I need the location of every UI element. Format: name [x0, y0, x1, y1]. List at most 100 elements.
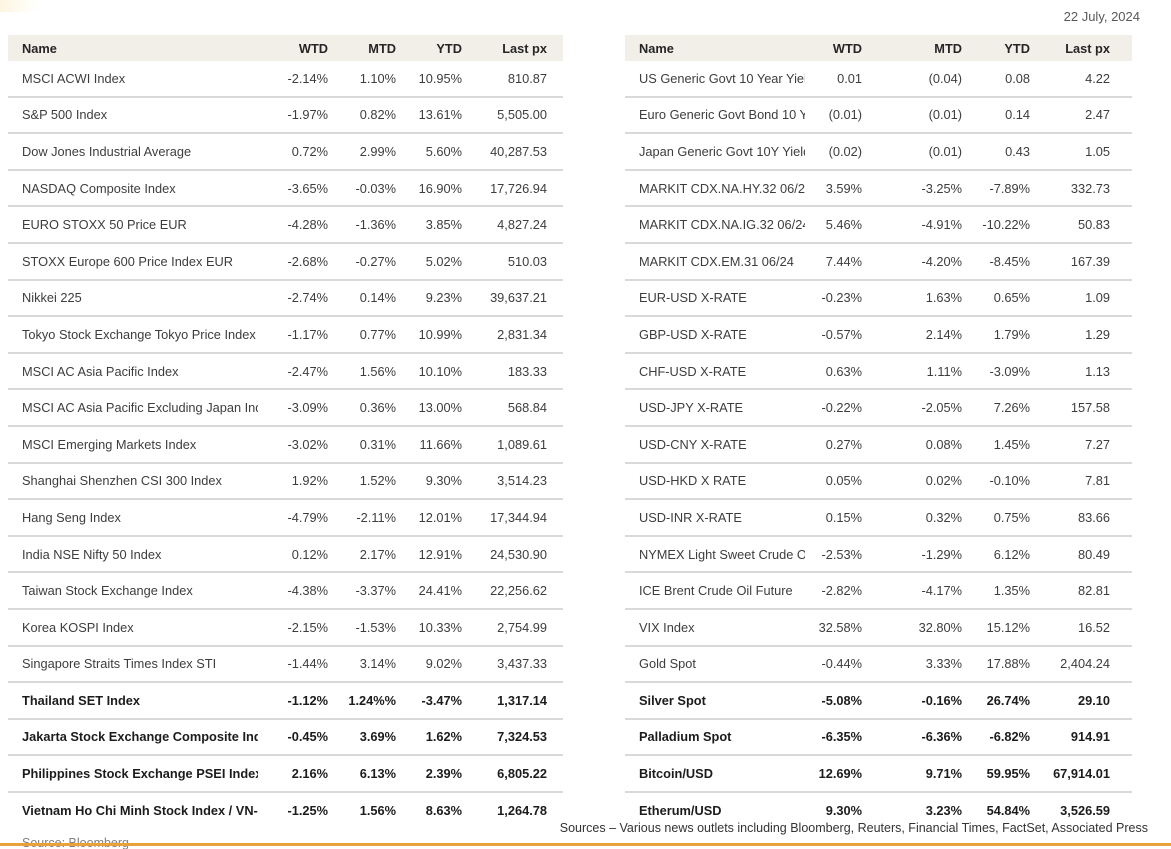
cell-last-px: 332.73 [1030, 169, 1132, 208]
cell-mtd: -2.11% [328, 499, 396, 537]
cell-last-px: 7.81 [1030, 462, 1132, 501]
cell-wtd: 12.69% [805, 755, 862, 793]
table-row: MSCI AC Asia Pacific Index -2.47% 1.56% … [8, 352, 563, 391]
cell-wtd: -2.82% [805, 572, 862, 610]
table-row: MSCI AC Asia Pacific Excluding Japan Ind… [8, 389, 563, 427]
cell-mtd: -0.27% [328, 242, 396, 281]
cell-mtd: 1.24%% [328, 682, 396, 720]
cell-mtd: 6.13% [328, 755, 396, 793]
cell-last-px: 29.10 [1030, 682, 1132, 720]
cell-name: Euro Generic Govt Bond 10 Year [625, 96, 805, 135]
table-row: Thailand SET Index -1.12% 1.24%% -3.47% … [8, 682, 563, 720]
table-row: NASDAQ Composite Index -3.65% -0.03% 16.… [8, 169, 563, 208]
cell-mtd: 2.14% [862, 316, 962, 354]
cell-name: US Generic Govt 10 Year Yield [625, 61, 805, 98]
cell-name: Tokyo Stock Exchange Tokyo Price Index T… [8, 316, 258, 354]
cell-name: Hang Seng Index [8, 499, 258, 537]
bottom-accent-bar [0, 843, 1171, 846]
table-row: MARKIT CDX.NA.HY.32 06/24 3.59% -3.25% -… [625, 169, 1132, 208]
cell-mtd: -4.17% [862, 572, 962, 610]
cell-mtd: -4.20% [862, 242, 962, 281]
cell-last-px: 1.09 [1030, 279, 1132, 318]
cell-wtd: 0.12% [258, 535, 328, 574]
col-header-name: Name [625, 35, 805, 61]
table-row: Singapore Straits Times Index STI -1.44%… [8, 645, 563, 684]
table-row: Jakarta Stock Exchange Composite Index -… [8, 718, 563, 757]
cell-ytd: 16.90% [396, 169, 462, 208]
cell-mtd: (0.01) [862, 133, 962, 171]
cell-ytd: 3.85% [396, 206, 462, 244]
rates-fx-commodities-panel: Name WTD MTD YTD Last px US Generic Govt… [625, 35, 1132, 827]
cell-ytd: 9.02% [396, 645, 462, 684]
equity-indices-table: Name WTD MTD YTD Last px MSCI ACWI Index… [8, 35, 563, 827]
cell-ytd: 10.10% [396, 352, 462, 391]
table-row: VIX Index 32.58% 32.80% 15.12% 16.52 [625, 608, 1132, 647]
cell-wtd: -0.57% [805, 316, 862, 354]
footer-sources-note: Sources – Various news outlets including… [559, 821, 1148, 835]
cell-ytd: 24.41% [396, 572, 462, 610]
cell-ytd: 17.88% [962, 645, 1030, 684]
cell-mtd: 3.69% [328, 718, 396, 757]
cell-last-px: 4,827.24 [462, 206, 563, 244]
cell-ytd: 15.12% [962, 608, 1030, 647]
cell-mtd: 0.77% [328, 316, 396, 354]
table-row: S&P 500 Index -1.97% 0.82% 13.61% 5,505.… [8, 96, 563, 135]
col-header-last-px: Last px [462, 35, 563, 61]
table-row: MSCI Emerging Markets Index -3.02% 0.31%… [8, 425, 563, 464]
cell-wtd: -1.17% [258, 316, 328, 354]
cell-name: Singapore Straits Times Index STI [8, 645, 258, 684]
col-header-ytd: YTD [962, 35, 1030, 61]
cell-mtd: 32.80% [862, 608, 962, 647]
cell-last-px: 1.13 [1030, 352, 1132, 391]
cell-name: Gold Spot [625, 645, 805, 684]
cell-last-px: 2.47 [1030, 96, 1132, 135]
col-header-wtd: WTD [805, 35, 862, 61]
table-row: Palladium Spot -6.35% -6.36% -6.82% 914.… [625, 718, 1132, 757]
cell-wtd: 0.01 [805, 61, 862, 98]
cell-name: Bitcoin/USD [625, 755, 805, 793]
cell-wtd: -2.74% [258, 279, 328, 318]
cell-last-px: 16.52 [1030, 608, 1132, 647]
cell-last-px: 6,805.22 [462, 755, 563, 793]
cell-wtd: -0.44% [805, 645, 862, 684]
cell-ytd: 10.99% [396, 316, 462, 354]
cell-mtd: -0.03% [328, 169, 396, 208]
cell-last-px: 1,089.61 [462, 425, 563, 464]
cell-name: Vietnam Ho Chi Minh Stock Index / VN-Ind… [22, 802, 258, 818]
cell-ytd: 1.62% [396, 718, 462, 757]
table-row: Gold Spot -0.44% 3.33% 17.88% 2,404.24 [625, 645, 1132, 684]
cell-wtd: 5.46% [805, 206, 862, 244]
cell-mtd: 2.99% [328, 133, 396, 171]
cell-ytd: 0.08 [962, 61, 1030, 98]
rates-fx-commodities-table: Name WTD MTD YTD Last px US Generic Govt… [625, 35, 1132, 827]
cell-wtd: 0.72% [258, 133, 328, 171]
cell-last-px: 1,317.14 [462, 682, 563, 720]
col-header-mtd: MTD [328, 35, 396, 61]
cell-wtd: -2.53% [805, 535, 862, 574]
cell-name: USD-INR X-RATE [625, 499, 805, 537]
cell-mtd: -1.53% [328, 608, 396, 647]
cell-mtd: 0.36% [328, 389, 396, 427]
equity-indices-table-body: MSCI ACWI Index -2.14% 1.10% 10.95% 810.… [8, 61, 563, 827]
cell-last-px: 510.03 [462, 242, 563, 281]
equity-indices-table-header: Name WTD MTD YTD Last px [8, 35, 563, 61]
cell-mtd: -4.91% [862, 206, 962, 244]
cell-ytd: -10.22% [962, 206, 1030, 244]
cell-wtd: -0.22% [805, 389, 862, 427]
cell-name: MARKIT CDX.NA.IG.32 06/24 [625, 206, 805, 244]
col-header-mtd: MTD [862, 35, 962, 61]
cell-name: Japan Generic Govt 10Y Yield [625, 133, 805, 171]
cell-wtd: -1.97% [258, 96, 328, 135]
cell-ytd: 1.35% [962, 572, 1030, 610]
cell-last-px: 17,344.94 [462, 499, 563, 537]
cell-ytd: -8.45% [962, 242, 1030, 281]
cell-ytd: 59.95% [962, 755, 1030, 793]
cell-mtd: 2.17% [328, 535, 396, 574]
cell-last-px: 40,287.53 [462, 133, 563, 171]
cell-wtd: -0.23% [805, 279, 862, 318]
table-row: Dow Jones Industrial Average 0.72% 2.99%… [8, 133, 563, 171]
cell-last-px: 50.83 [1030, 206, 1132, 244]
cell-wtd: -1.25% [287, 802, 328, 818]
cell-ytd: 12.91% [396, 535, 462, 574]
cell-ytd: 10.95% [396, 61, 462, 98]
